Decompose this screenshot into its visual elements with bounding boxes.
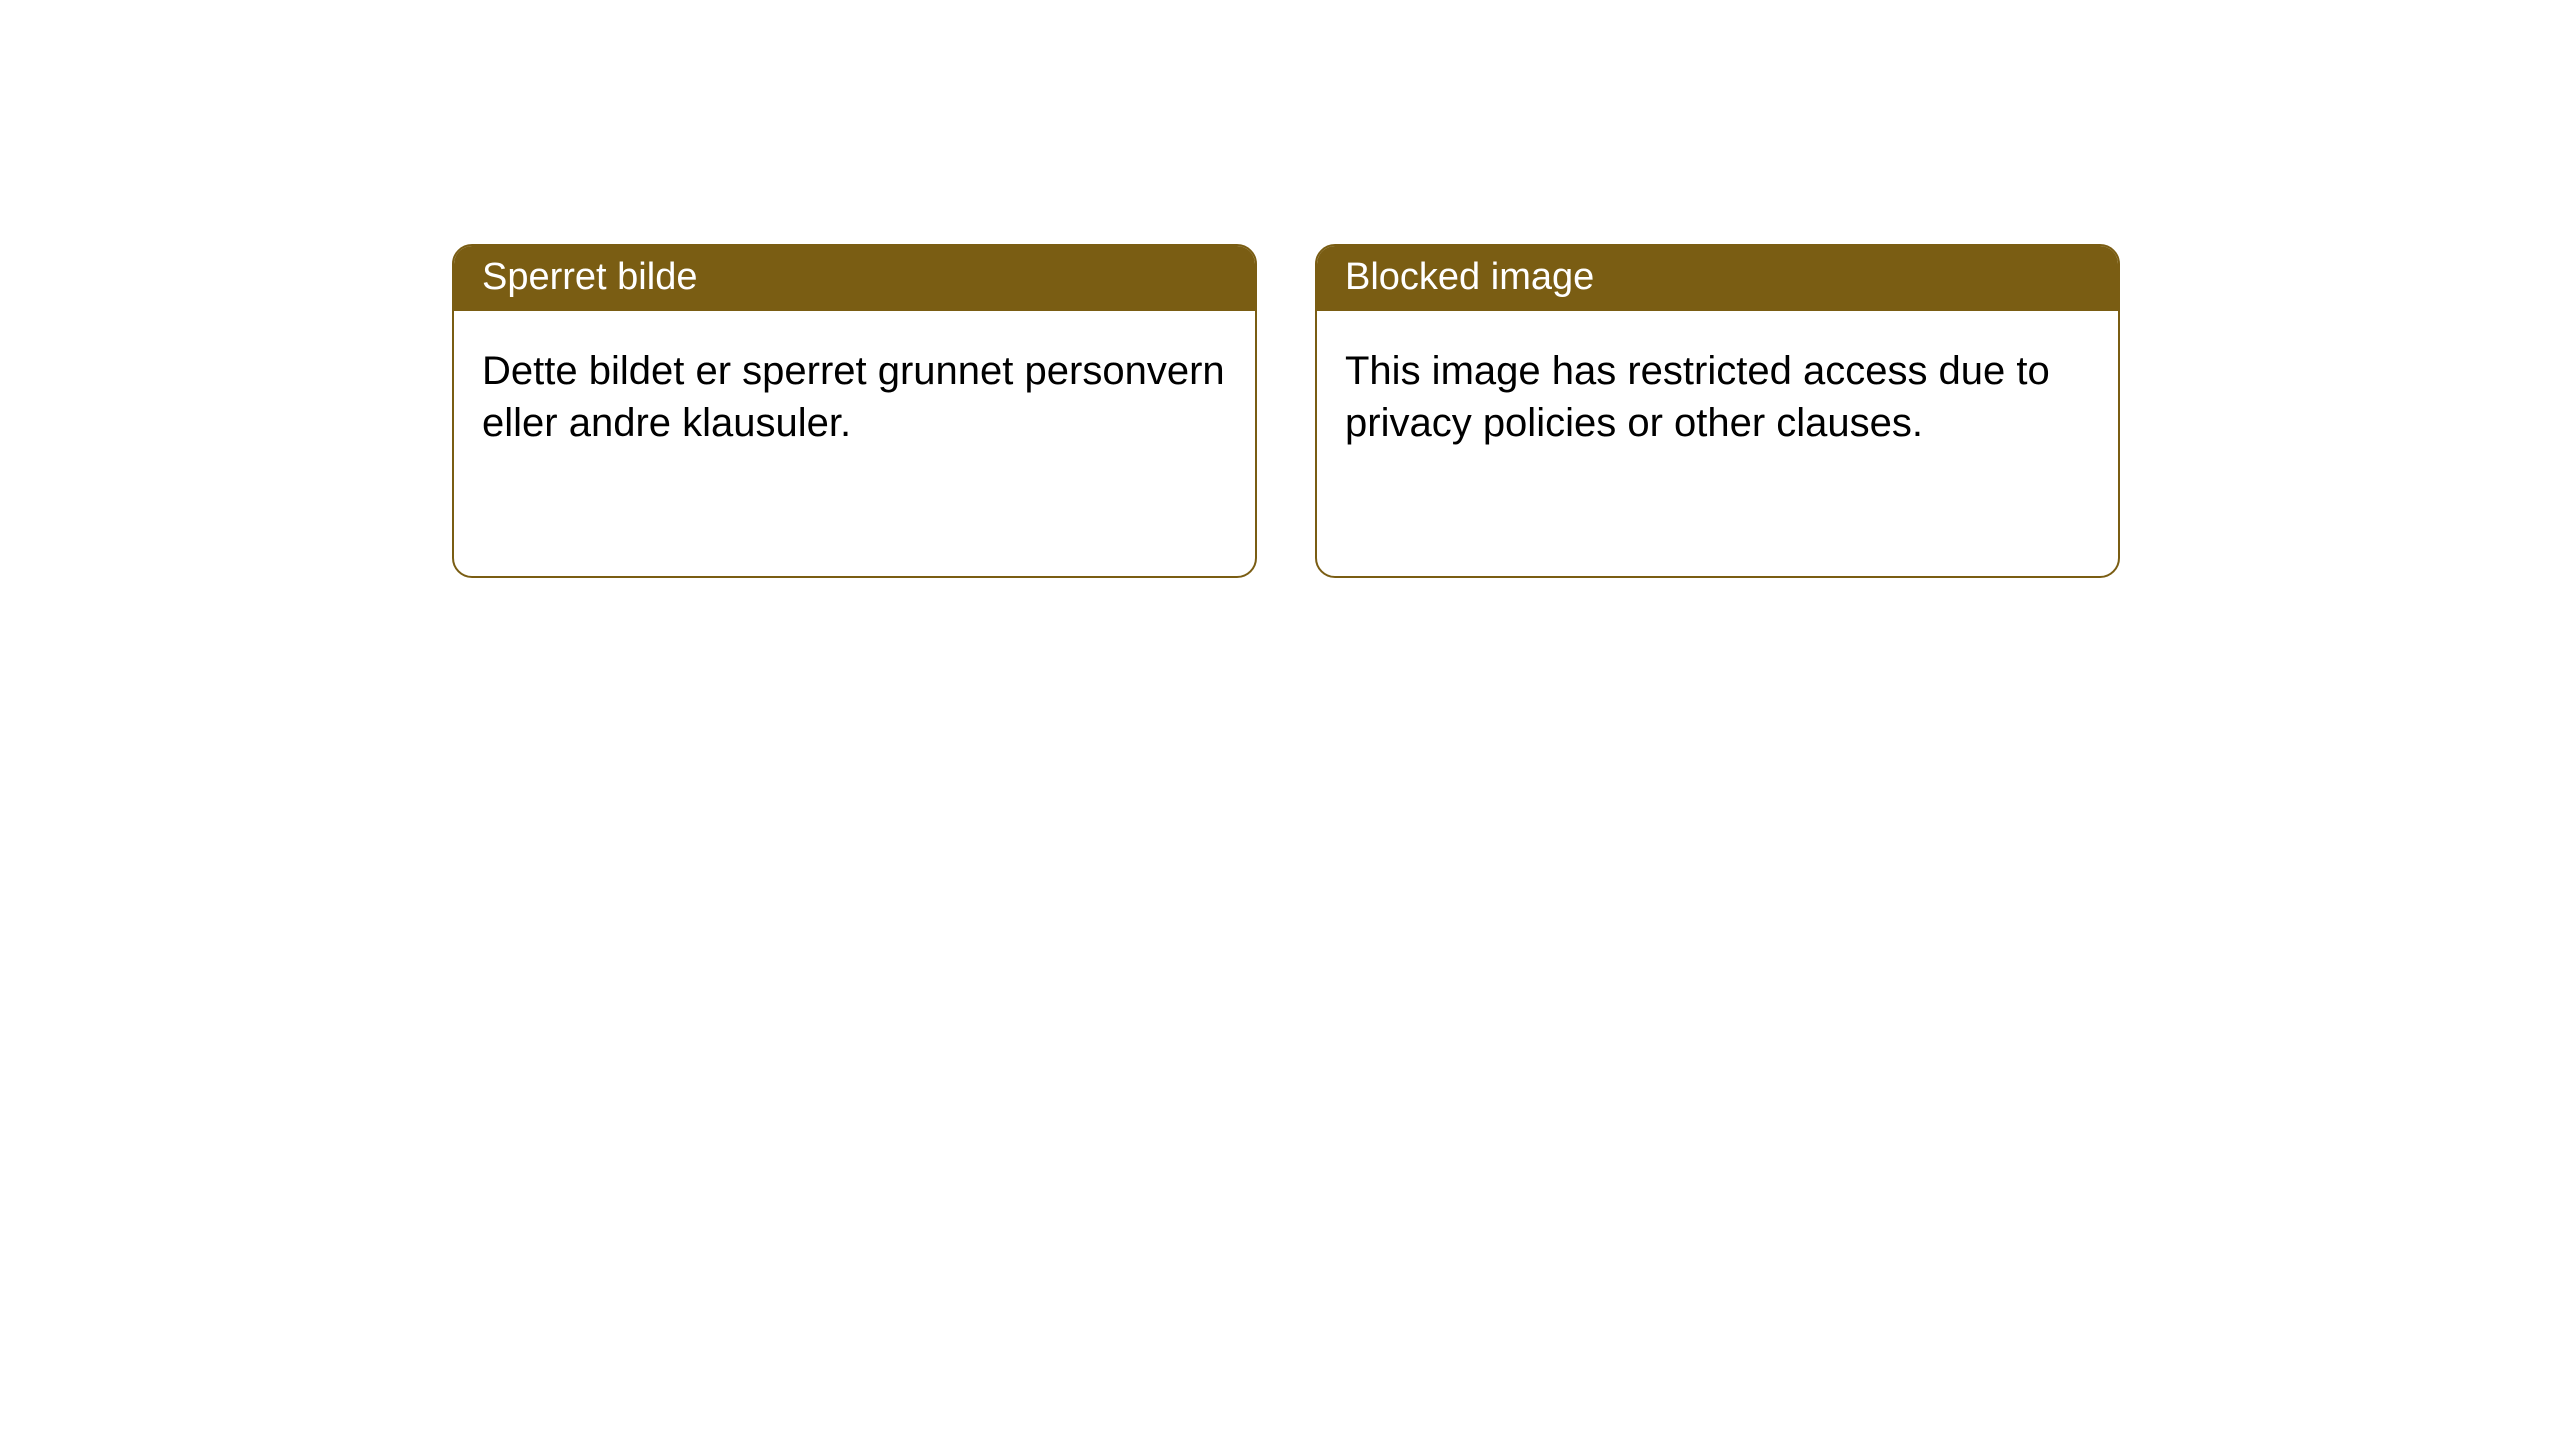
notice-card-header: Sperret bilde: [454, 246, 1255, 311]
notice-title: Sperret bilde: [482, 256, 697, 298]
notice-container: Sperret bilde Dette bildet er sperret gr…: [452, 244, 2120, 578]
notice-card-english: Blocked image This image has restricted …: [1315, 244, 2120, 578]
notice-card-body: Dette bildet er sperret grunnet personve…: [454, 311, 1255, 483]
notice-body-text: This image has restricted access due to …: [1345, 349, 2050, 445]
notice-card-header: Blocked image: [1317, 246, 2118, 311]
notice-card-body: This image has restricted access due to …: [1317, 311, 2118, 483]
notice-card-norwegian: Sperret bilde Dette bildet er sperret gr…: [452, 244, 1257, 578]
notice-body-text: Dette bildet er sperret grunnet personve…: [482, 349, 1225, 445]
notice-title: Blocked image: [1345, 256, 1594, 298]
